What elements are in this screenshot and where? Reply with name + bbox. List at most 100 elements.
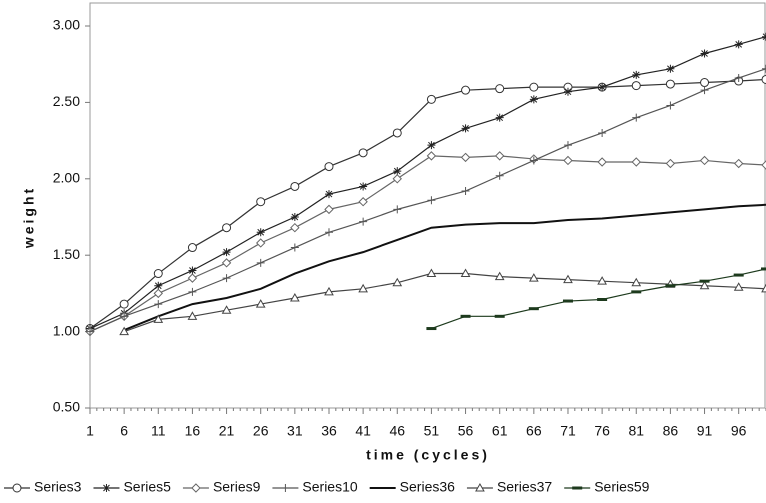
data-point [597,276,607,285]
data-point [699,155,710,166]
data-point [290,222,300,233]
data-point [426,94,436,104]
legend-swatch-marker [281,484,290,492]
data-point [563,274,573,284]
data-point [153,269,163,279]
x-tick-label: 61 [492,423,508,439]
data-point [598,83,607,92]
legend-label: Series9 [213,479,261,495]
data-point [631,81,641,91]
data-point [187,273,198,283]
data-point [528,273,539,282]
legend-label: Series10 [302,479,357,495]
data-point [154,300,163,309]
data-point [631,157,641,167]
legend: Series3 Series5 Series9 Series10 Series36 Ser… [4,479,650,495]
data-point [222,223,232,233]
data-point [222,248,231,257]
data-point [392,277,403,287]
data-point [733,158,744,169]
plot-frame [89,2,766,409]
data-point [119,326,130,336]
x-tick-label: 51 [424,423,440,439]
y-tick-label: 2.00 [53,170,80,186]
data-point [734,40,743,49]
data-point [358,197,368,207]
data-point [324,228,333,237]
data-point [666,64,675,73]
data-point [255,238,266,248]
x-tick-label: 21 [219,423,235,439]
data-point [290,213,299,221]
data-point [461,85,471,95]
data-point [762,64,766,73]
data-point [427,196,436,205]
x-tick-label: 76 [594,423,610,439]
x-tick-label: 1 [86,423,94,439]
data-point [700,86,709,95]
data-point [256,258,265,267]
data-point [290,243,299,252]
data-point [494,271,505,281]
data-point [761,160,766,170]
data-point [120,312,129,321]
data-point [733,282,744,291]
data-point [700,78,710,88]
data-point [221,258,232,268]
y-tick-label: 3.00 [53,17,80,33]
data-point [761,283,766,293]
data-point [597,157,607,167]
data-point [392,174,402,184]
data-point [598,128,607,137]
x-tick-label: 56 [458,423,474,439]
x-axis-title: time (cycles) [366,447,490,463]
legend-swatch-marker [475,482,485,492]
data-point [563,141,572,150]
data-point [358,148,368,158]
data-point [529,82,539,92]
y-tick-label: 1.00 [53,322,80,338]
data-point [631,277,642,287]
x-tick-label: 96 [731,423,747,439]
data-point [761,74,766,84]
data-point [393,167,402,176]
data-point [460,268,471,278]
x-tick-label: 6 [120,423,128,439]
series-line [123,272,766,333]
x-tick-label: 36 [321,423,337,439]
data-point [563,155,573,166]
series-line [89,36,766,330]
data-point [495,84,505,94]
y-tick-label: 0.50 [53,399,80,415]
legend-label: Series36 [400,479,455,495]
legend-swatch-marker [12,483,22,493]
legend-swatch-marker [102,484,111,492]
data-point [86,327,94,336]
x-tick-label: 11 [151,423,166,439]
x-tick-label: 71 [560,423,576,439]
data-point [221,305,232,314]
data-point [359,182,368,191]
data-point [529,156,538,165]
data-point [255,299,266,308]
data-point [119,299,129,309]
data-point [495,113,504,122]
legend-label: Series59 [594,479,649,495]
x-tick-label: 46 [389,423,405,439]
data-point [256,228,265,237]
data-point [324,190,333,199]
data-point [188,287,197,296]
data-point [427,141,436,150]
data-point [426,151,437,161]
data-point [460,152,471,163]
data-point [324,162,334,172]
data-point [461,187,470,196]
data-point [187,243,197,253]
x-tick-label: 81 [628,423,644,439]
data-point [699,280,710,290]
data-point [426,268,437,278]
data-point [665,79,675,89]
y-axis-title: weight [21,186,37,249]
legend-label: Series5 [123,479,171,495]
